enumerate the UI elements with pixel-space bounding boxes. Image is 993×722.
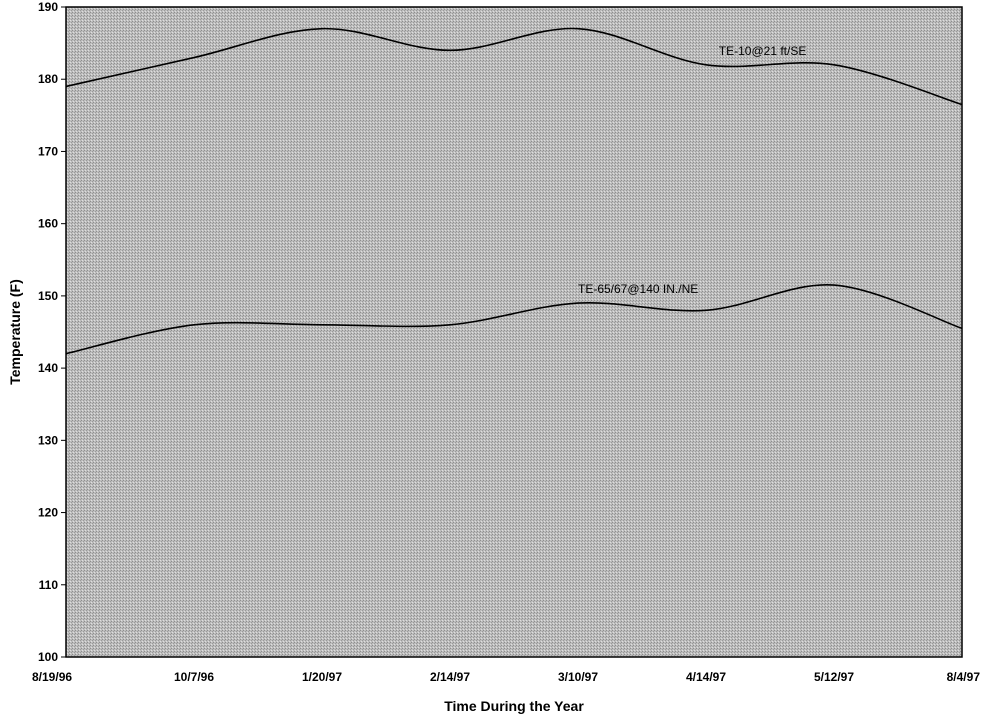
y-tick-label: 160 — [38, 217, 58, 231]
y-tick-label: 120 — [38, 506, 58, 520]
y-tick-label: 130 — [38, 433, 58, 447]
x-tick-label: 4/14/97 — [686, 670, 726, 684]
x-axis: 8/19/96 10/7/96 1/20/97 2/14/97 3/10/97 4/14/… — [32, 670, 980, 684]
y-tick-label: 170 — [38, 144, 58, 158]
y-tick-label: 100 — [38, 650, 58, 664]
x-tick-label: 10/7/96 — [174, 670, 214, 684]
series-layer: TE-10@21 ft/SE TE-65/67@140 IN./NE — [65, 27, 963, 355]
y-axis: 100 110 120 130 140 150 160 170 180 190 — [38, 0, 66, 664]
y-tick-label: 190 — [38, 0, 58, 14]
y-tick-label: 110 — [39, 578, 59, 592]
series-label: TE-65/67@140 IN./NE — [578, 282, 698, 296]
y-tick-label: 150 — [38, 289, 58, 303]
x-tick-label: 5/12/97 — [814, 670, 854, 684]
x-axis-title: Time During the Year — [444, 698, 584, 714]
series-label: TE-10@21 ft/SE — [719, 44, 807, 58]
y-tick-label: 140 — [38, 361, 58, 375]
x-tick-label: 1/20/97 — [302, 670, 342, 684]
series-line — [65, 284, 963, 355]
y-axis-title: Temperature (F) — [7, 279, 23, 385]
x-tick-label: 2/14/97 — [430, 670, 470, 684]
x-tick-label: 3/10/97 — [558, 670, 598, 684]
y-tick-label: 180 — [38, 72, 58, 86]
x-tick-label: 8/4/97 — [947, 670, 981, 684]
plot-area — [65, 6, 963, 658]
series-line — [65, 27, 963, 106]
x-tick-label: 8/19/96 — [32, 670, 72, 684]
